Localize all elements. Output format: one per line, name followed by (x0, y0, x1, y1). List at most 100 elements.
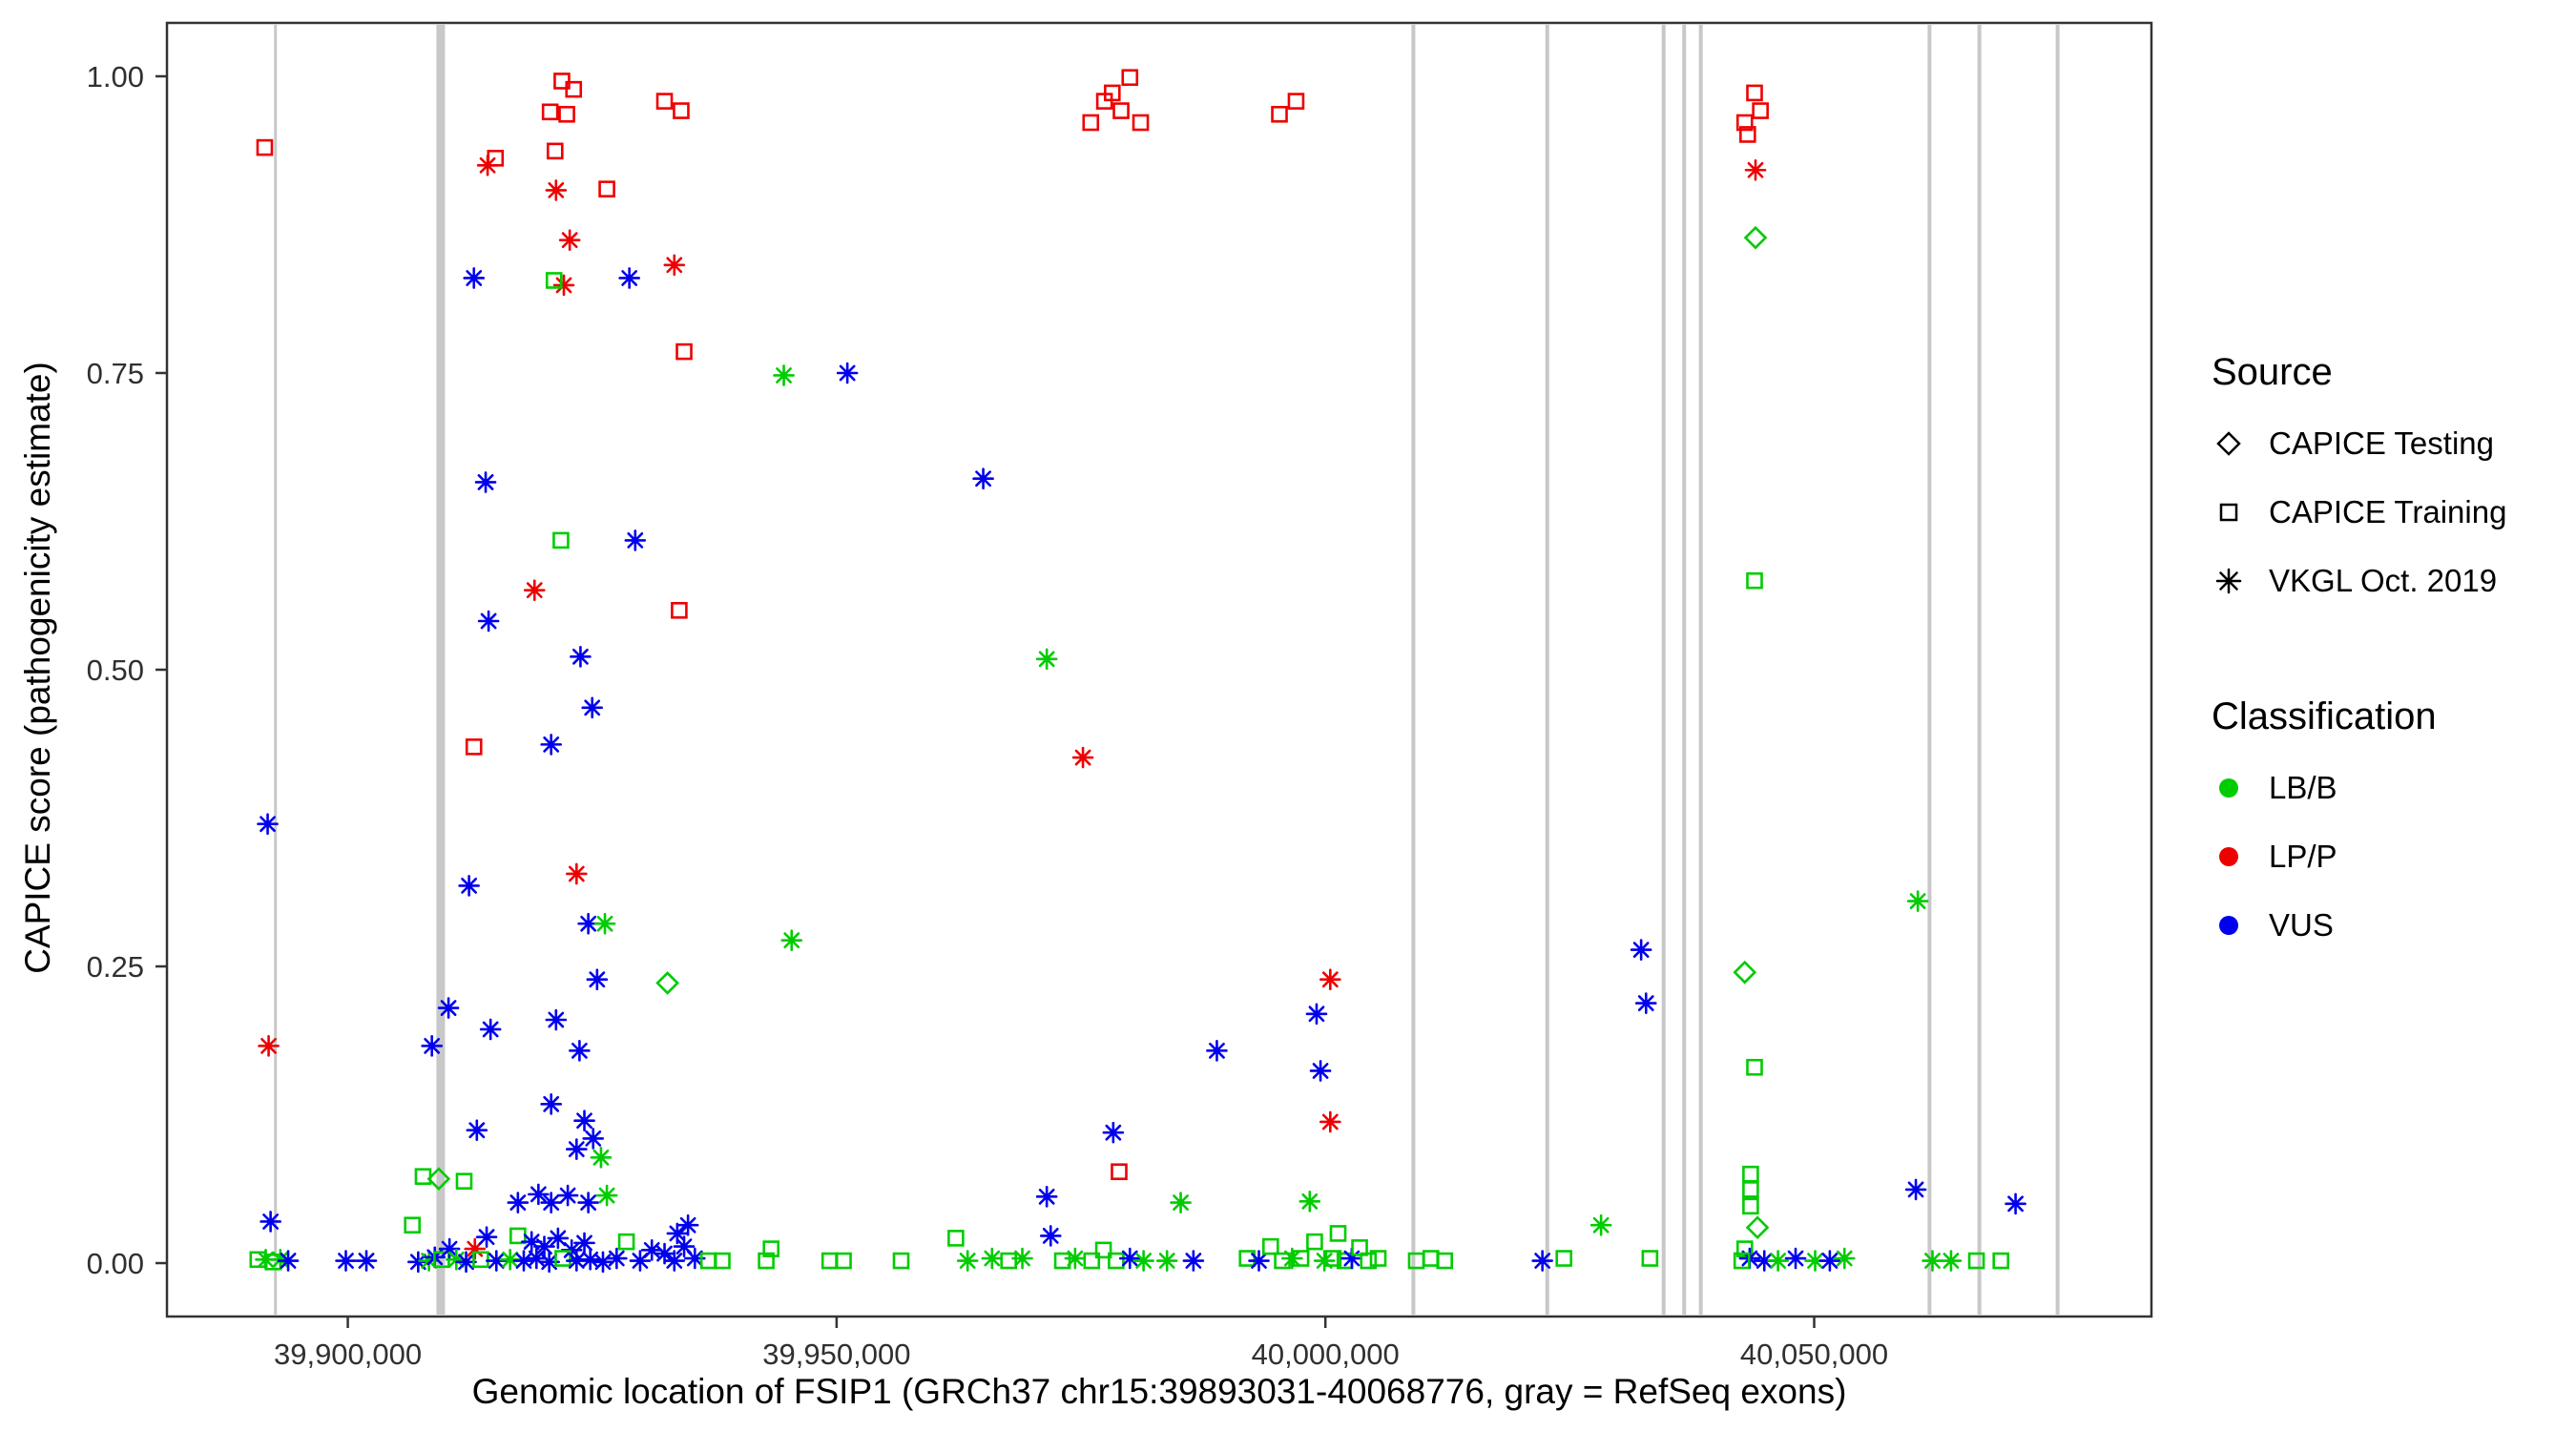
data-point-asterisk (592, 1251, 614, 1274)
filled-circle-icon (2212, 840, 2246, 874)
data-point-square (1324, 1250, 1342, 1267)
data-point-asterisk (1767, 1250, 1789, 1272)
data-point-square (465, 738, 483, 756)
filled-circle-icon (2212, 908, 2246, 943)
data-point-square (1111, 1163, 1128, 1181)
legend-label: VKGL Oct. 2019 (2269, 563, 2498, 598)
data-point-asterisk (1035, 1186, 1058, 1208)
data-point-asterisk (566, 1250, 588, 1272)
data-point-asterisk (479, 1018, 502, 1041)
data-point-square (1083, 1252, 1101, 1270)
filled-circle-icon (2212, 771, 2246, 805)
data-point-asterisk (1804, 1250, 1826, 1272)
x-axis-title: Genomic location of FSIP1 (GRCh37 chr15:… (471, 1372, 1847, 1411)
data-point-square (617, 1233, 635, 1251)
data-point-asterisk (1011, 1247, 1033, 1270)
data-point-asterisk (570, 646, 592, 668)
data-point-asterisk (1904, 1178, 1927, 1201)
color-swatch (2219, 847, 2238, 866)
data-point-asterisk (673, 1235, 696, 1257)
data-point-square (1094, 1241, 1112, 1259)
data-point-asterisk (1906, 890, 1929, 912)
data-point-square (546, 142, 564, 160)
data-point-square (1271, 105, 1288, 123)
data-point-asterisk (1155, 1250, 1178, 1272)
data-point-asterisk (477, 610, 500, 633)
data-point-asterisk (573, 1110, 595, 1132)
data-point-asterisk (556, 1184, 579, 1207)
data-point-square (699, 1252, 717, 1270)
data-point-asterisk (624, 529, 647, 551)
data-point-asterisk (654, 1242, 675, 1265)
data-point-asterisk (458, 875, 480, 897)
data-point-square (1742, 1165, 1759, 1183)
data-point-asterisk (1281, 1247, 1303, 1270)
legend-item-classification: LP/P (2212, 822, 2506, 891)
data-point-asterisk (486, 1250, 508, 1272)
x-tick-label: 39,950,000 (762, 1338, 910, 1371)
data-point-square (1742, 1181, 1759, 1198)
data-point-square (671, 601, 688, 619)
data-point-asterisk (581, 696, 604, 719)
legend-label: LP/P (2269, 839, 2337, 874)
data-point-asterisk (1170, 1192, 1192, 1213)
data-point-asterisk (540, 1093, 562, 1115)
data-point-square (404, 1216, 421, 1234)
data-point-asterisk (1340, 1247, 1363, 1270)
data-point-square (1000, 1252, 1018, 1270)
data-point-square (1992, 1252, 2010, 1270)
data-point-asterisk (981, 1247, 1004, 1270)
data-point-asterisk (663, 254, 686, 277)
data-point-square (1112, 102, 1130, 119)
data-point-square (821, 1252, 839, 1270)
data-point-asterisk (466, 1119, 488, 1141)
data-point-asterisk (474, 471, 497, 493)
data-point-asterisk (579, 1248, 601, 1271)
data-point-asterisk (595, 1184, 618, 1207)
data-point-asterisk (586, 968, 609, 990)
data-point-square (1641, 1250, 1659, 1267)
data-point-square (598, 180, 615, 197)
data-point-asterisk (437, 997, 460, 1019)
data-point-asterisk (606, 1247, 628, 1270)
data-point-asterisk (676, 1213, 699, 1236)
data-point-asterisk (463, 267, 486, 289)
data-point-asterisk (1071, 746, 1094, 769)
data-point-diamond (426, 1167, 451, 1192)
legend-source-items: CAPICE Testing CAPICE Training VKGL Oct. 2… (2212, 409, 2506, 615)
data-point-square (1555, 1250, 1572, 1267)
data-point-asterisk (547, 1227, 570, 1250)
data-point-asterisk (355, 1250, 378, 1272)
data-point-asterisk (577, 912, 599, 935)
data-point-asterisk (512, 1250, 535, 1272)
data-point-square (1274, 1252, 1291, 1270)
data-point-square (1436, 1252, 1453, 1270)
data-point-asterisk (499, 1248, 521, 1271)
data-point-asterisk (523, 579, 546, 601)
data-point-diamond (655, 971, 679, 995)
y-tick-label: 0.50 (87, 653, 144, 687)
data-point-asterisk (545, 179, 568, 201)
data-point-asterisk (1531, 1250, 1553, 1272)
legend-group-source: Source CAPICE Testing CAPICE Training VKGL… (2212, 351, 2506, 615)
data-point-asterisk (1064, 1247, 1087, 1270)
data-point-asterisk (1206, 1040, 1228, 1062)
legend-group-classification: Classification LB/B LP/P VUS (2212, 695, 2506, 960)
data-point-asterisk (1753, 1250, 1776, 1272)
data-point-square (835, 1252, 852, 1270)
data-point-square (1132, 114, 1150, 132)
data-point-square (558, 105, 575, 123)
data-point-asterisk (836, 362, 859, 384)
data-point-square (1739, 126, 1756, 143)
data-point-square (1746, 1058, 1763, 1076)
data-point-asterisk (590, 1147, 613, 1169)
data-point-asterisk (593, 912, 616, 935)
data-point-square (1746, 84, 1763, 102)
legend-label: LB/B (2269, 770, 2337, 805)
data-point-square (541, 103, 559, 121)
data-point-asterisk (418, 1250, 440, 1272)
data-point-asterisk (540, 734, 562, 756)
data-point-asterisk (1313, 1250, 1336, 1272)
legend-title-source: Source (2212, 351, 2333, 393)
data-point-square (1735, 1240, 1754, 1257)
